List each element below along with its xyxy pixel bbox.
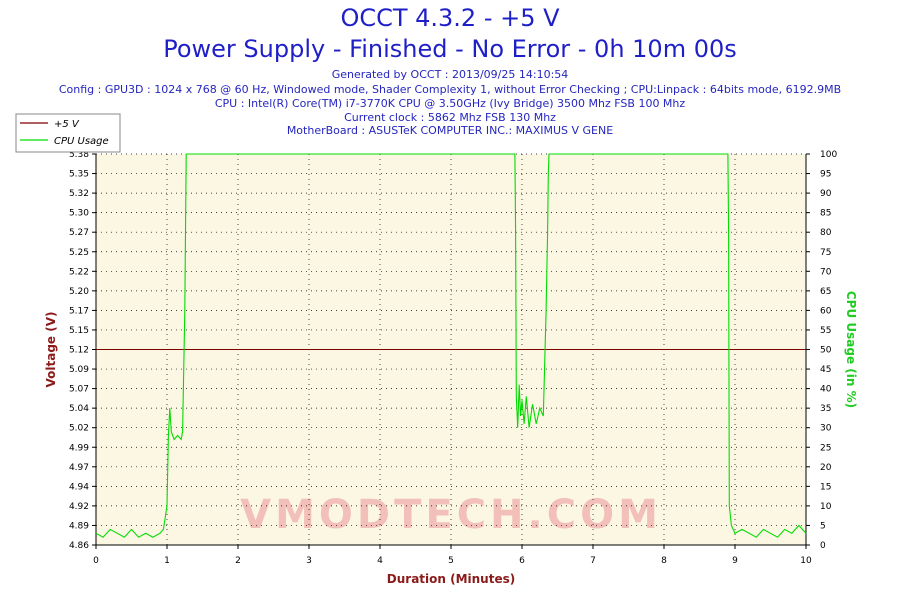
x-tick-label: 6 (519, 556, 525, 566)
y-tick-label: 4.89 (69, 521, 89, 531)
y2-tick-label: 70 (820, 267, 832, 277)
y-tick-label: 5.07 (69, 385, 89, 395)
y-tick-label: 5.30 (69, 209, 89, 219)
y2-tick-label: 30 (820, 424, 832, 434)
x-tick-label: 9 (732, 556, 738, 566)
y-tick-label: 5.38 (69, 150, 89, 160)
y2-tick-label: 95 (820, 170, 831, 180)
info-motherboard: MotherBoard : ASUSTeK COMPUTER INC.: MAX… (286, 124, 614, 137)
y2-tick-label: 35 (820, 404, 831, 414)
legend-label: CPU Usage (54, 136, 109, 147)
y2-tick-label: 5 (820, 521, 826, 531)
y2-tick-label: 20 (820, 463, 832, 473)
x-axis-label: Duration (Minutes) (387, 572, 515, 586)
y2-tick-label: 50 (820, 346, 832, 356)
y-tick-label: 5.17 (69, 306, 89, 316)
info-config: Config : GPU3D : 1024 x 768 @ 60 Hz, Win… (58, 83, 842, 96)
y2-tick-label: 60 (820, 306, 832, 316)
y-tick-label: 5.35 (69, 170, 89, 180)
info-cpu: CPU : Intel(R) Core(TM) i7-3770K CPU @ 3… (214, 97, 686, 110)
info-clock: Current clock : 5862 Mhz FSB 130 Mhz (344, 111, 556, 124)
y2-tick-label: 75 (820, 248, 831, 258)
x-tick-label: 1 (164, 556, 170, 566)
y2-tick-label: 40 (820, 385, 832, 395)
y2-tick-label: 0 (820, 541, 826, 551)
y-tick-label: 5.25 (69, 248, 89, 258)
y2-tick-label: 65 (820, 287, 831, 297)
y-tick-label: 4.97 (69, 463, 89, 473)
y2-tick-label: 80 (820, 228, 832, 238)
y2-tick-label: 10 (820, 502, 832, 512)
info-generated: Generated by OCCT : 2013/09/25 14:10:54 (331, 68, 569, 81)
x-tick-label: 3 (306, 556, 312, 566)
y-tick-label: 5.20 (69, 287, 89, 297)
x-tick-label: 10 (800, 556, 812, 566)
x-tick-label: 0 (93, 556, 99, 566)
y-tick-label: 5.04 (69, 404, 89, 414)
x-tick-label: 8 (661, 556, 667, 566)
y-axis-label: Voltage (V) (44, 312, 58, 388)
x-tick-label: 7 (590, 556, 596, 566)
y2-axis-label: CPU Usage (in %) (844, 291, 858, 408)
series-line-cpu-usage (95, 153, 807, 538)
y2-tick-label: 45 (820, 365, 831, 375)
y2-tick-label: 15 (820, 482, 831, 492)
y-tick-label: 5.02 (69, 424, 89, 434)
y-tick-label: 5.09 (69, 365, 89, 375)
y-tick-label: 4.92 (69, 502, 89, 512)
y2-tick-label: 55 (820, 326, 831, 336)
y2-tick-label: 85 (820, 209, 831, 219)
chart-title: OCCT 4.3.2 - +5 V (340, 4, 560, 32)
chart-subtitle: Power Supply - Finished - No Error - 0h … (163, 35, 737, 63)
y-tick-label: 5.27 (69, 228, 89, 238)
y-tick-label: 4.86 (69, 541, 89, 551)
legend-box (15, 113, 121, 153)
y2-tick-label: 90 (820, 189, 832, 199)
y-tick-label: 4.94 (69, 482, 89, 492)
x-tick-label: 2 (235, 556, 241, 566)
legend-label: +5 V (54, 119, 80, 130)
x-tick-label: 5 (448, 556, 454, 566)
watermark-text: VMODTECH.COM (240, 492, 662, 538)
y-tick-label: 5.12 (69, 346, 89, 356)
y-tick-label: 5.32 (69, 189, 89, 199)
y2-tick-label: 25 (820, 443, 831, 453)
y2-tick-label: 100 (820, 150, 837, 160)
y-tick-label: 4.99 (69, 443, 89, 453)
y-tick-label: 5.22 (69, 267, 89, 277)
y-tick-label: 5.15 (69, 326, 89, 336)
x-tick-label: 4 (377, 556, 383, 566)
